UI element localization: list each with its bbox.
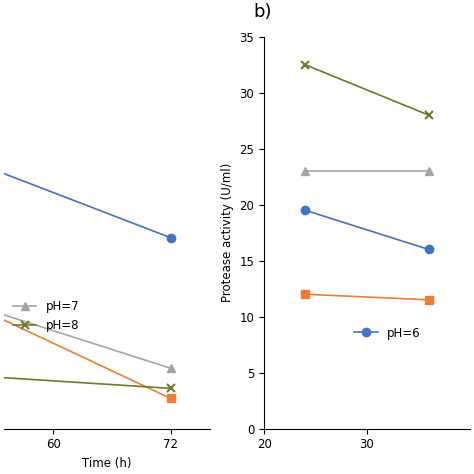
Legend: pH=7, pH=8: pH=7, pH=8 bbox=[8, 295, 84, 337]
Text: b): b) bbox=[254, 3, 273, 21]
Y-axis label: Protease activity (U/ml): Protease activity (U/ml) bbox=[221, 163, 234, 302]
Legend: pH=6: pH=6 bbox=[349, 322, 426, 344]
X-axis label: Time (h): Time (h) bbox=[82, 457, 132, 470]
